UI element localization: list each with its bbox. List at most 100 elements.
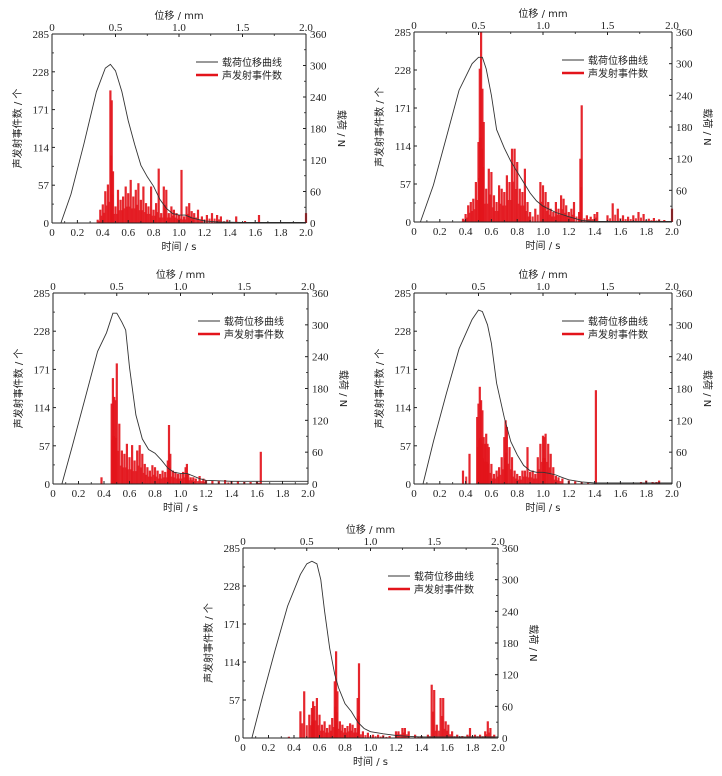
ae-bar <box>430 684 433 738</box>
ae-bar <box>165 189 168 223</box>
ae-bar <box>447 724 450 738</box>
x-tick-label: 0.6 <box>121 227 135 239</box>
ae-bar <box>349 723 352 738</box>
ae-bar <box>374 736 377 738</box>
y-tick-label: 0 <box>45 479 51 491</box>
ae-bar <box>485 734 488 738</box>
y-tick-label: 285 <box>33 29 50 41</box>
x2-tick-label: 1.0 <box>172 22 186 34</box>
ae-bar <box>637 212 640 222</box>
ae-bar <box>446 730 448 738</box>
x-tick-label: 1.2 <box>562 226 576 238</box>
ae-bar <box>487 463 490 484</box>
ae-bar <box>627 216 630 222</box>
ae-bar <box>388 736 391 738</box>
ae-bar <box>243 221 247 223</box>
ae-bar <box>173 477 176 484</box>
y-tick-label: 285 <box>34 288 51 300</box>
ae-bar <box>106 184 109 223</box>
y-axis-title: 声发射事件数 / 个 <box>12 349 25 429</box>
ae-bar <box>580 187 583 222</box>
y2-tick-label: 120 <box>312 415 329 427</box>
ae-bar <box>227 482 230 484</box>
ae-bar <box>543 458 546 484</box>
ae-bar <box>117 450 119 484</box>
ae-bar <box>322 730 325 738</box>
ae-bar <box>614 214 617 222</box>
ae-bar <box>340 730 343 738</box>
x-axis-title: 时间 / s <box>162 240 197 253</box>
ae-bar <box>432 711 434 738</box>
x-tick-label: 2.0 <box>301 488 315 500</box>
x2-axis-title: 位移 / mm <box>346 523 395 536</box>
ae-bar <box>153 215 156 223</box>
x-tick-label: 0.2 <box>433 226 447 238</box>
ae-bar <box>525 476 528 484</box>
ae-bar <box>561 478 564 484</box>
ae-bar <box>166 217 169 223</box>
ae-bar <box>136 450 139 484</box>
ae-bar <box>338 721 341 738</box>
ae-bar <box>621 215 625 222</box>
ae-bar <box>526 202 529 222</box>
ae-bar <box>112 436 115 484</box>
ae-bar <box>468 212 471 222</box>
ae-bar <box>495 470 498 484</box>
x-tick-label: 0.2 <box>433 488 447 500</box>
ae-bar <box>371 734 375 738</box>
ae-bar <box>355 732 358 738</box>
ae-bar <box>226 219 229 223</box>
ae-bar <box>180 478 183 484</box>
ae-bar <box>596 212 599 222</box>
y-tick-label: 57 <box>400 441 412 453</box>
ae-bar <box>134 471 137 484</box>
ae-bar <box>185 206 188 223</box>
ae-bar <box>473 209 476 222</box>
ae-bar <box>317 725 320 738</box>
x2-tick-label: 2.0 <box>665 281 679 293</box>
ae-bar <box>465 217 468 222</box>
x2-tick-label: 1.0 <box>364 536 378 548</box>
ae-bar <box>205 215 208 223</box>
ae-bar <box>133 460 136 484</box>
ae-bar <box>148 470 151 484</box>
ae-bar <box>181 219 184 223</box>
ae-bar <box>366 732 369 738</box>
ae-bar <box>474 182 477 222</box>
ae-bar <box>572 202 576 222</box>
ae-bar <box>343 728 347 738</box>
x-tick-label: 0 <box>50 488 56 500</box>
y-tick-label: 171 <box>34 364 51 376</box>
ae-bar <box>326 728 329 738</box>
ae-bar <box>136 204 139 223</box>
chart-panel-top-left: 0 0.2 0.4 0.6 0.8 1.0 1.2 1.4 1.6 1.8 2.00 0.5 1.0 1.… <box>11 9 347 253</box>
ae-bar <box>437 730 440 738</box>
ae-bar <box>170 476 173 484</box>
y-tick-label: 171 <box>395 364 412 376</box>
x-tick-label: 0.8 <box>338 742 352 754</box>
ae-bar <box>120 450 123 484</box>
legend-label-load: 载荷位移曲线 <box>414 570 474 583</box>
y2-tick-label: 0 <box>676 479 682 491</box>
ae-bar <box>516 473 519 484</box>
ae-bar <box>127 193 130 223</box>
ae-bar <box>591 219 594 222</box>
x2-tick-label: 0 <box>411 281 417 293</box>
ae-bar <box>559 481 562 484</box>
x-tick-label: 1.8 <box>466 742 480 754</box>
y-tick-label: 114 <box>33 142 50 154</box>
ae-bar <box>183 477 186 484</box>
ae-bar <box>357 663 361 738</box>
x2-tick-label: 1.0 <box>536 281 550 293</box>
x2-tick-label: 2.0 <box>301 281 315 293</box>
ae-bar <box>663 220 666 222</box>
ae-bar <box>467 205 470 222</box>
ae-bar <box>287 736 290 738</box>
ae-bar <box>156 212 159 223</box>
legend-label-load: 载荷位移曲线 <box>588 315 648 328</box>
x-tick-label: 2.0 <box>665 226 679 238</box>
y-tick-label: 0 <box>235 733 241 745</box>
chart-panel-middle-right: 0 0.2 0.4 0.6 0.8 1.0 1.2 1.4 1.6 1.8 2.00 0.5 1.0 1.… <box>373 268 713 514</box>
ae-bar <box>179 218 182 223</box>
ae-bar <box>196 481 199 484</box>
